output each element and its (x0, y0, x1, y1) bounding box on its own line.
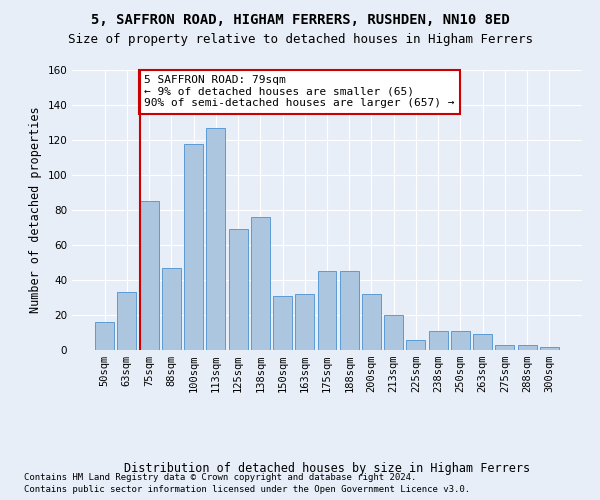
Bar (406, 340, 425, 350)
X-axis label: Distribution of detached houses by size in Higham Ferrers: Distribution of detached houses by size … (124, 462, 530, 475)
Text: 5 SAFFRON ROAD: 79sqm
← 9% of detached houses are smaller (65)
90% of semi-detac: 5 SAFFRON ROAD: 79sqm ← 9% of detached h… (144, 75, 455, 108)
Bar (251, 217, 270, 350)
Text: Size of property relative to detached houses in Higham Ferrers: Size of property relative to detached ho… (67, 32, 533, 46)
Bar (184, 144, 203, 350)
Bar (496, 345, 514, 350)
Bar (317, 271, 337, 350)
Bar (273, 296, 292, 350)
Bar (95, 322, 114, 350)
Bar (295, 294, 314, 350)
Bar (429, 331, 448, 350)
Text: Contains HM Land Registry data © Crown copyright and database right 2024.: Contains HM Land Registry data © Crown c… (24, 472, 416, 482)
Bar (451, 331, 470, 350)
Bar (118, 292, 136, 350)
Bar (162, 268, 181, 350)
Bar (229, 229, 248, 350)
Y-axis label: Number of detached properties: Number of detached properties (29, 106, 42, 314)
Text: 5, SAFFRON ROAD, HIGHAM FERRERS, RUSHDEN, NN10 8ED: 5, SAFFRON ROAD, HIGHAM FERRERS, RUSHDEN… (91, 12, 509, 26)
Text: Contains public sector information licensed under the Open Government Licence v3: Contains public sector information licen… (24, 485, 470, 494)
Bar (540, 346, 559, 350)
Bar (384, 315, 403, 350)
Bar (340, 271, 359, 350)
Bar (140, 201, 158, 350)
Bar (518, 345, 536, 350)
Bar (206, 128, 225, 350)
Bar (473, 334, 492, 350)
Bar (362, 294, 381, 350)
